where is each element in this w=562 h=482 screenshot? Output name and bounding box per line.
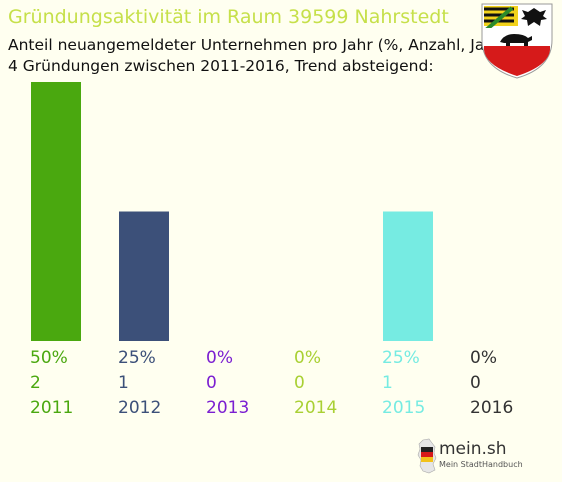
logo-subtext: Mein StadtHandbuch: [439, 460, 523, 469]
year-label-2011: 2011: [30, 398, 74, 418]
year-label-2015: 2015: [382, 398, 426, 418]
count-label-2013: 0: [206, 373, 217, 393]
count-label-2011: 2: [30, 373, 41, 393]
logo-text: mein.sh: [439, 439, 507, 459]
year-label-2016: 2016: [470, 398, 514, 418]
chart-subtitle-2: 4 Gründungen zwischen 2011-2016, Trend a…: [8, 57, 434, 75]
bar-2011: [31, 82, 81, 341]
percent-label-2011: 50%: [30, 348, 68, 368]
bar-2015: [383, 211, 433, 341]
mein-sh-logo[interactable]: mein.sh Mein StadtHandbuch: [417, 436, 527, 476]
chart-title: Gründungsaktivität im Raum 39599 Nahrste…: [8, 6, 449, 28]
percent-label-2013: 0%: [206, 348, 233, 368]
count-label-2014: 0: [294, 373, 305, 393]
chart-subtitle-1: Anteil neuangemeldeter Unternehmen pro J…: [8, 36, 507, 54]
count-label-2015: 1: [382, 373, 393, 393]
count-label-2016: 0: [470, 373, 481, 393]
bar-2012: [119, 211, 169, 341]
percent-label-2015: 25%: [382, 348, 420, 368]
germany-map-icon: [417, 438, 437, 474]
count-label-2012: 1: [118, 373, 129, 393]
percent-label-2016: 0%: [470, 348, 497, 368]
year-label-2014: 2014: [294, 398, 338, 418]
year-label-2013: 2013: [206, 398, 250, 418]
year-label-2012: 2012: [118, 398, 162, 418]
coat-of-arms-icon: [481, 3, 553, 79]
percent-label-2012: 25%: [118, 348, 156, 368]
percent-label-2014: 0%: [294, 348, 321, 368]
